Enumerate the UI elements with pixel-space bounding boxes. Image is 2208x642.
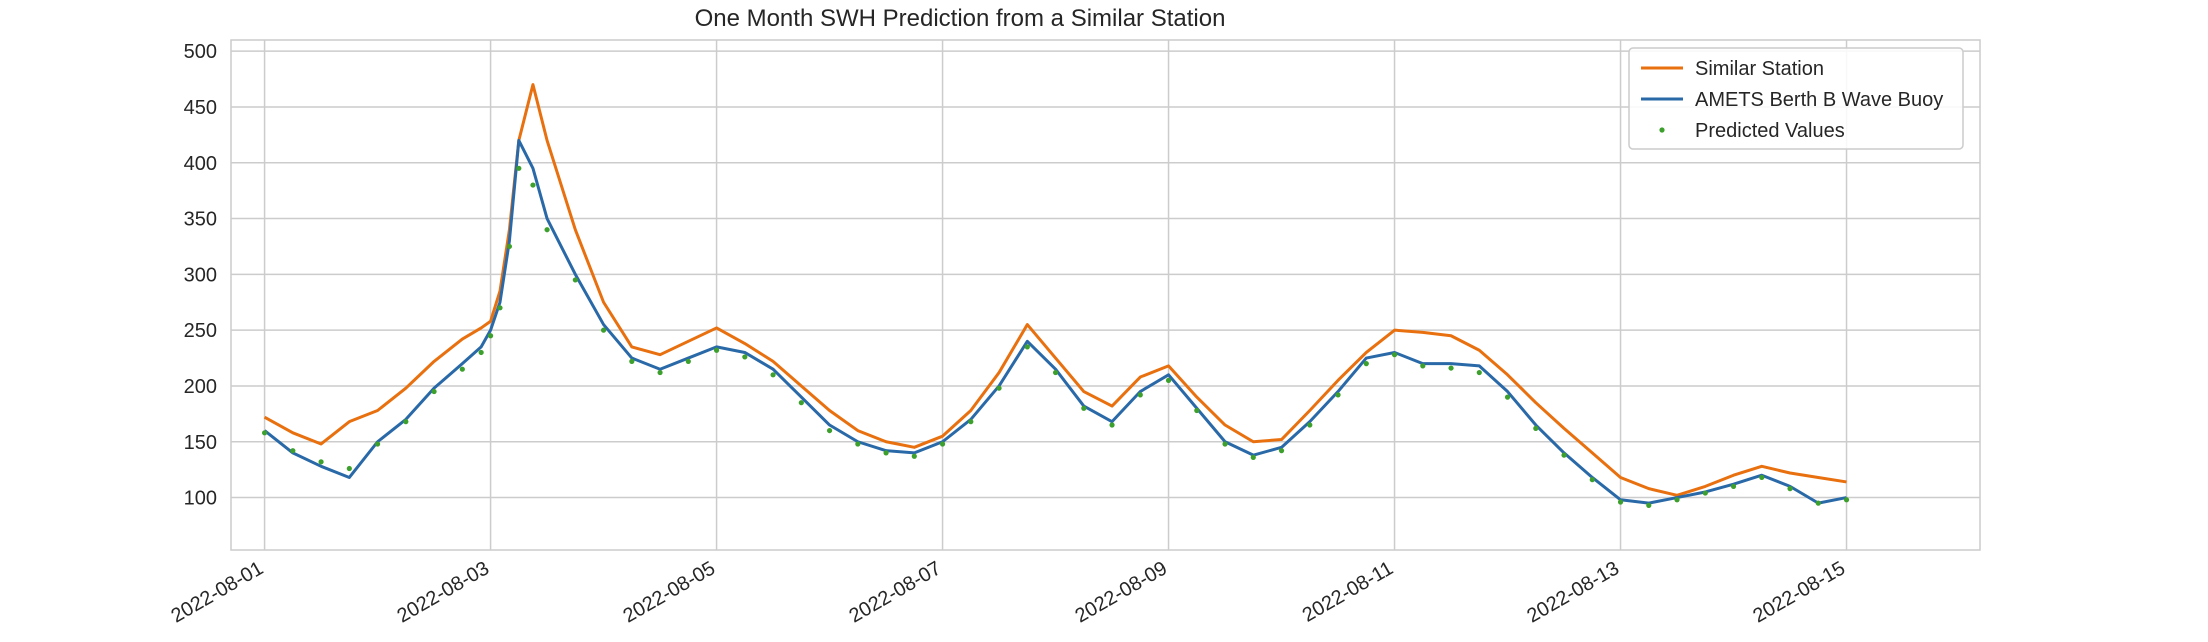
data-point — [544, 227, 550, 233]
data-point — [1194, 407, 1200, 414]
data-point — [346, 465, 352, 472]
data-point — [374, 441, 381, 447]
data-point — [530, 182, 536, 188]
data-point — [1363, 361, 1369, 367]
data-point — [1052, 369, 1059, 376]
legend: Similar Station AMETS Berth B Wave Buoy Pr… — [1628, 47, 1964, 150]
data-point — [1843, 497, 1850, 503]
data-point — [939, 441, 946, 447]
data-point — [1137, 392, 1143, 398]
data-point — [1759, 474, 1765, 481]
data-point — [1448, 365, 1454, 371]
y-tick-label: 150 — [184, 432, 217, 454]
plot-frame — [230, 39, 1981, 551]
legend-label-similar-station: Similar Station — [1695, 58, 1824, 80]
data-point — [798, 400, 804, 406]
data-point — [1278, 448, 1285, 454]
data-point — [261, 430, 268, 436]
data-point — [318, 459, 324, 465]
data-point — [1391, 352, 1398, 358]
legend-swatch-predicted-values — [1659, 127, 1665, 133]
data-point — [883, 450, 889, 456]
legend-label-predicted-values: Predicted Values — [1695, 120, 1845, 142]
data-point — [1165, 377, 1172, 383]
legend-box — [1628, 47, 1964, 150]
data-point — [1504, 394, 1511, 400]
data-point — [1702, 490, 1708, 496]
y-tick-label: 250 — [184, 320, 217, 342]
data-point — [657, 369, 663, 376]
data-point — [1250, 454, 1256, 460]
data-point — [1222, 441, 1228, 447]
data-point — [1533, 425, 1539, 431]
data-point — [826, 427, 833, 434]
data-point — [713, 347, 720, 353]
data-point — [1476, 369, 1482, 376]
data-point — [1730, 483, 1737, 489]
data-point — [685, 358, 691, 365]
data-point — [1109, 422, 1115, 428]
data-point — [431, 388, 437, 395]
y-tick-label: 200 — [184, 376, 217, 398]
data-point — [1024, 344, 1030, 350]
data-point — [1674, 497, 1680, 503]
data-point — [1561, 452, 1567, 458]
chart-title: One Month SWH Prediction from a Similar … — [695, 5, 1226, 32]
data-point — [516, 165, 522, 171]
data-point — [459, 366, 465, 372]
data-point — [1787, 486, 1793, 492]
data-point — [403, 419, 409, 425]
data-point — [629, 358, 635, 365]
data-point — [855, 441, 861, 447]
data-point — [478, 349, 484, 356]
series-line-similar-station — [263, 83, 1847, 497]
y-tick-label: 400 — [184, 153, 217, 175]
data-point — [487, 333, 494, 339]
data-point — [1617, 499, 1624, 505]
data-point — [1081, 405, 1087, 411]
data-point — [1420, 363, 1426, 369]
data-point — [1646, 502, 1652, 508]
data-point — [600, 327, 607, 333]
data-point — [1335, 392, 1341, 398]
data-point — [911, 453, 917, 459]
y-tick-label: 450 — [184, 97, 217, 119]
data-point — [572, 277, 578, 283]
data-point — [1815, 500, 1821, 506]
data-point — [996, 385, 1002, 391]
data-point — [1307, 422, 1313, 428]
series-points-predicted-values — [261, 165, 1850, 508]
y-tick-label: 500 — [184, 41, 217, 63]
data-point — [742, 354, 748, 360]
y-tick-label: 300 — [184, 264, 217, 286]
series-layer — [261, 83, 1850, 508]
y-tick-label: 100 — [184, 488, 217, 510]
y-tick-label: 350 — [184, 209, 217, 231]
data-point — [497, 305, 503, 311]
data-point — [770, 372, 776, 378]
data-point — [1589, 477, 1595, 483]
data-point — [968, 419, 974, 425]
data-point — [290, 448, 296, 454]
data-point — [506, 243, 513, 250]
legend-label-amets-berth-b-wave-buoy: AMETS Berth B Wave Buoy — [1695, 89, 1943, 111]
